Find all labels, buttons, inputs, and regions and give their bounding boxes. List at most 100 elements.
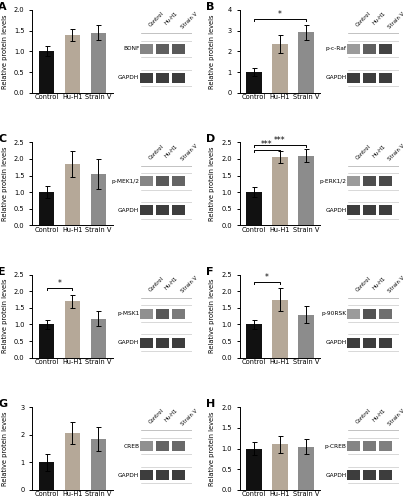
Bar <box>39 462 54 490</box>
Y-axis label: Relative protein levels: Relative protein levels <box>2 14 8 88</box>
Text: Strain V: Strain V <box>387 276 403 294</box>
Bar <box>379 206 393 215</box>
Text: p-c-Raf: p-c-Raf <box>326 46 347 52</box>
Text: Control: Control <box>148 11 165 28</box>
Bar <box>379 73 393 83</box>
Text: Strain V: Strain V <box>180 11 199 30</box>
Bar <box>272 44 288 93</box>
Text: Strain V: Strain V <box>387 143 403 162</box>
Text: p-MEK1/2: p-MEK1/2 <box>111 179 139 184</box>
Bar <box>156 309 169 318</box>
Bar <box>347 441 360 451</box>
Bar <box>65 164 80 225</box>
Text: Hu-H1: Hu-H1 <box>371 408 386 423</box>
Y-axis label: Relative protein levels: Relative protein levels <box>210 146 215 221</box>
Y-axis label: Relative protein levels: Relative protein levels <box>2 279 8 353</box>
Text: GAPDH: GAPDH <box>118 340 139 345</box>
Text: ***: *** <box>261 140 272 149</box>
Text: p-MSK1: p-MSK1 <box>117 311 139 316</box>
Text: p-ERK1/2: p-ERK1/2 <box>320 179 347 184</box>
Text: Control: Control <box>148 276 165 292</box>
Text: Control: Control <box>355 276 372 292</box>
Bar <box>347 206 360 215</box>
Bar <box>379 176 393 186</box>
Text: Hu-H1: Hu-H1 <box>371 143 386 158</box>
Y-axis label: Relative protein levels: Relative protein levels <box>210 412 215 486</box>
Bar <box>91 318 106 358</box>
Text: Strain V: Strain V <box>180 408 199 426</box>
Bar <box>363 73 376 83</box>
Text: G: G <box>0 399 8 409</box>
Bar <box>156 206 169 215</box>
Text: Control: Control <box>355 11 372 28</box>
Bar <box>363 470 376 480</box>
Bar <box>39 52 54 93</box>
Bar <box>156 73 169 83</box>
Bar <box>172 206 185 215</box>
Bar <box>156 44 169 54</box>
Text: Hu-H1: Hu-H1 <box>164 276 179 291</box>
Bar <box>379 44 393 54</box>
Bar <box>156 176 169 186</box>
Bar <box>363 44 376 54</box>
Y-axis label: Relative protein levels: Relative protein levels <box>210 14 215 88</box>
Text: GAPDH: GAPDH <box>325 208 347 213</box>
Text: Hu-H1: Hu-H1 <box>164 408 179 423</box>
Text: GAPDH: GAPDH <box>325 340 347 345</box>
Bar <box>347 176 360 186</box>
Text: H: H <box>206 399 215 409</box>
Bar <box>140 309 153 318</box>
Text: ***: *** <box>274 136 286 144</box>
Text: A: A <box>0 2 7 12</box>
Bar <box>272 300 288 358</box>
Bar <box>363 309 376 318</box>
Text: D: D <box>206 134 215 144</box>
Bar <box>347 309 360 318</box>
Bar <box>379 441 393 451</box>
Bar <box>298 446 314 490</box>
Bar <box>91 439 106 490</box>
Bar <box>298 314 314 358</box>
Text: p-90RSK: p-90RSK <box>322 311 347 316</box>
Text: Hu-H1: Hu-H1 <box>164 143 179 158</box>
Bar <box>91 33 106 93</box>
Bar <box>156 441 169 451</box>
Bar <box>156 470 169 480</box>
Bar <box>246 448 262 490</box>
Text: Control: Control <box>355 143 372 160</box>
Text: BDNF: BDNF <box>123 46 139 52</box>
Text: GAPDH: GAPDH <box>118 208 139 213</box>
Bar <box>140 73 153 83</box>
Bar <box>363 441 376 451</box>
Bar <box>140 44 153 54</box>
Text: *: * <box>58 278 61 287</box>
Bar <box>172 309 185 318</box>
Bar <box>39 324 54 358</box>
Text: p-CREB: p-CREB <box>325 444 347 448</box>
Bar <box>347 44 360 54</box>
Bar <box>347 338 360 347</box>
Text: Strain V: Strain V <box>387 408 403 426</box>
Bar <box>298 156 314 225</box>
Text: B: B <box>206 2 214 12</box>
Bar <box>363 338 376 347</box>
Bar <box>65 35 80 93</box>
Text: GAPDH: GAPDH <box>118 472 139 478</box>
Bar <box>379 470 393 480</box>
Text: Control: Control <box>148 143 165 160</box>
Bar <box>246 324 262 358</box>
Bar <box>65 302 80 358</box>
Text: GAPDH: GAPDH <box>325 472 347 478</box>
Text: GAPDH: GAPDH <box>118 76 139 80</box>
Bar <box>172 338 185 347</box>
Bar <box>172 44 185 54</box>
Bar <box>172 470 185 480</box>
Text: CREB: CREB <box>123 444 139 448</box>
Bar <box>298 32 314 93</box>
Y-axis label: Relative protein levels: Relative protein levels <box>2 412 8 486</box>
Text: Hu-H1: Hu-H1 <box>371 11 386 26</box>
Bar <box>65 434 80 490</box>
Text: Control: Control <box>148 408 165 425</box>
Bar <box>172 176 185 186</box>
Bar <box>140 176 153 186</box>
